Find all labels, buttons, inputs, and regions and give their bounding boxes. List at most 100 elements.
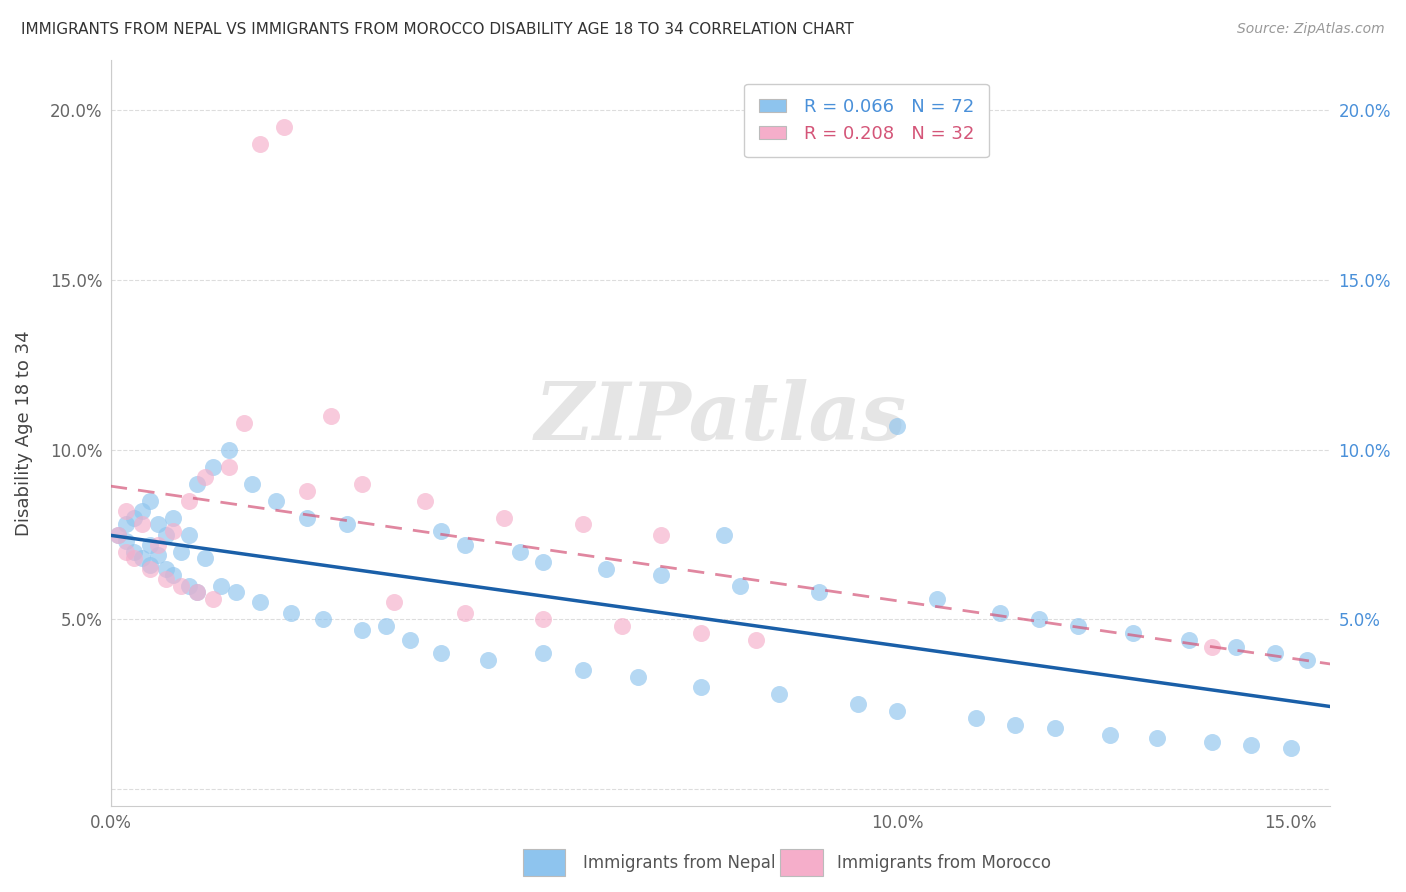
Point (531, 612, 554, 626)
Point (745, 632, 768, 647)
Point (201, 592, 224, 607)
Point (571, 517, 593, 532)
Point (273, 120, 295, 135)
Point (240, 476, 263, 491)
Point (146, 538, 169, 552)
Point (280, 606, 302, 620)
Point (1177, 632, 1199, 647)
Point (886, 419, 908, 434)
Point (186, 476, 208, 491)
Point (186, 585, 208, 599)
Y-axis label: Disability Age 18 to 34: Disability Age 18 to 34 (15, 330, 32, 535)
Point (382, 595, 405, 609)
Point (374, 619, 396, 633)
Point (115, 504, 138, 518)
Point (249, 595, 271, 609)
Point (139, 561, 162, 575)
Point (155, 527, 177, 541)
Point (1225, 640, 1247, 654)
Point (162, 524, 184, 539)
Point (170, 544, 193, 558)
Point (531, 555, 554, 569)
Point (115, 544, 138, 558)
Point (1146, 731, 1168, 746)
Point (352, 623, 374, 637)
Point (194, 470, 217, 484)
Point (477, 653, 499, 667)
Point (131, 551, 153, 566)
Point (595, 561, 617, 575)
Point (201, 459, 224, 474)
Point (139, 558, 162, 573)
Point (886, 704, 908, 718)
Point (1295, 653, 1317, 667)
Point (627, 670, 650, 684)
Point (965, 711, 987, 725)
Point (728, 578, 751, 592)
Point (122, 510, 145, 524)
Point (209, 578, 232, 592)
Point (162, 568, 184, 582)
Point (312, 612, 335, 626)
Point (352, 476, 374, 491)
Point (107, 527, 129, 541)
Point (807, 585, 830, 599)
Point (1004, 717, 1026, 731)
Text: Source: ZipAtlas.com: Source: ZipAtlas.com (1237, 22, 1385, 37)
Point (509, 544, 531, 558)
Point (233, 416, 256, 430)
Point (1240, 738, 1263, 752)
Point (453, 538, 475, 552)
Point (218, 442, 240, 457)
Point (846, 698, 869, 712)
Point (107, 527, 129, 541)
Point (297, 483, 319, 498)
Point (122, 544, 145, 558)
Point (264, 493, 287, 508)
Point (571, 664, 593, 678)
Point (453, 606, 475, 620)
Point (430, 524, 453, 539)
Point (413, 493, 436, 508)
Point (131, 517, 153, 532)
Point (768, 687, 790, 701)
Point (146, 517, 169, 532)
Point (531, 646, 554, 660)
Point (170, 578, 193, 592)
Point (186, 585, 208, 599)
Point (115, 534, 138, 549)
Point (122, 551, 145, 566)
Point (194, 551, 217, 566)
Point (131, 504, 153, 518)
Point (335, 517, 357, 532)
Text: Immigrants from Nepal: Immigrants from Nepal (583, 855, 776, 872)
Point (398, 632, 420, 647)
Point (179, 493, 201, 508)
Point (139, 538, 162, 552)
Point (225, 585, 247, 599)
Point (1028, 612, 1050, 626)
Point (492, 510, 515, 524)
Point (139, 493, 162, 508)
Point (249, 137, 271, 152)
Text: ZIPatlas: ZIPatlas (534, 379, 907, 457)
Point (650, 568, 672, 582)
Point (430, 646, 453, 660)
Point (689, 626, 711, 640)
Point (155, 561, 177, 575)
Point (713, 527, 735, 541)
Point (1098, 728, 1121, 742)
Point (610, 619, 633, 633)
Legend: R = 0.066   N = 72, R = 0.208   N = 32: R = 0.066 N = 72, R = 0.208 N = 32 (745, 84, 988, 158)
Point (115, 517, 138, 532)
Point (179, 527, 201, 541)
Point (1279, 741, 1302, 756)
Point (297, 510, 319, 524)
Text: IMMIGRANTS FROM NEPAL VS IMMIGRANTS FROM MOROCCO DISABILITY AGE 18 TO 34 CORRELA: IMMIGRANTS FROM NEPAL VS IMMIGRANTS FROM… (21, 22, 853, 37)
Point (1201, 734, 1223, 748)
Point (925, 592, 948, 607)
Point (146, 548, 169, 562)
Point (1201, 640, 1223, 654)
Point (1067, 619, 1090, 633)
Text: Immigrants from Morocco: Immigrants from Morocco (837, 855, 1050, 872)
